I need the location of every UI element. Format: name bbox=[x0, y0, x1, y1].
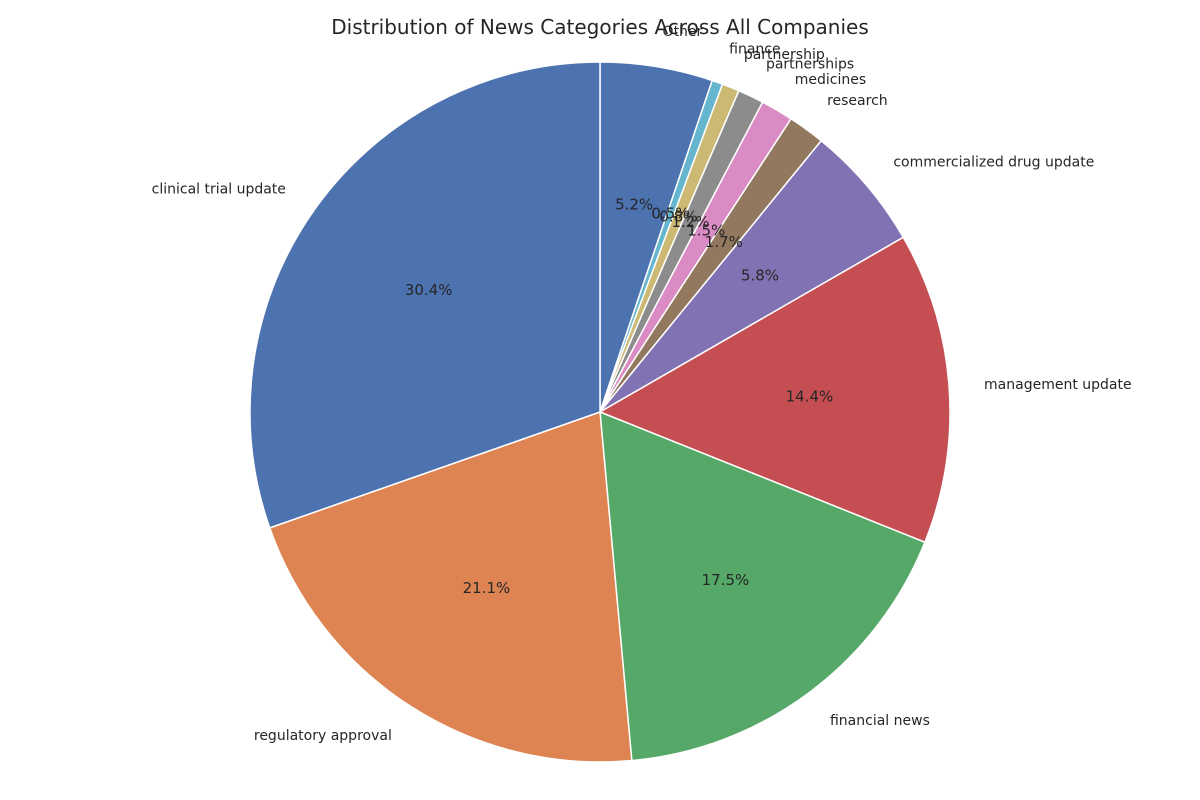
slice-category-label: regulatory approval bbox=[254, 728, 392, 744]
chart-title: Distribution of News Categories Across A… bbox=[331, 15, 869, 39]
slice-category-label: partnerships bbox=[766, 57, 854, 73]
slices-layer bbox=[249, 61, 951, 763]
slice-category-label: Other bbox=[663, 24, 703, 40]
labels-layer: 5.2% Other 0.5% finance 0.8% partnership 1.2% p… bbox=[152, 24, 1132, 744]
slice-category-label: medicines bbox=[795, 72, 866, 88]
slice-percent-label: 1.2% bbox=[671, 213, 709, 231]
pie-slice-management-update bbox=[599, 236, 951, 544]
slice-category-label: commercialized drug update bbox=[893, 155, 1094, 171]
slice-percent-label: 1.5% bbox=[687, 221, 725, 239]
slice-category-label: research bbox=[827, 93, 888, 109]
slice-percent-label: 0.5% bbox=[651, 205, 689, 223]
pie-slice-regulatory-approval bbox=[268, 411, 633, 763]
slice-percent-label: 17.5% bbox=[702, 571, 750, 589]
slice-category-label: partnership bbox=[744, 47, 825, 63]
slice-category-label: clinical trial update bbox=[152, 181, 286, 197]
slice-percent-label: 0.8% bbox=[659, 208, 697, 226]
slice-category-label: financial news bbox=[830, 713, 930, 729]
pie-slice-clinical-trial-update bbox=[249, 61, 601, 529]
slice-percent-label: 14.4% bbox=[786, 388, 834, 406]
slice-percent-label: 30.4% bbox=[405, 281, 453, 299]
slice-percent-label: 5.8% bbox=[741, 266, 779, 284]
slice-category-label: management update bbox=[984, 377, 1132, 393]
pie-slice-commercialized-drug-update bbox=[599, 140, 905, 413]
slice-percent-label: 5.2% bbox=[615, 195, 653, 213]
slice-percent-label: 21.1% bbox=[463, 579, 511, 597]
slice-percent-label: 1.7% bbox=[705, 233, 743, 251]
pie-slice-financial-news bbox=[599, 411, 926, 762]
slice-category-label: finance bbox=[729, 41, 780, 57]
